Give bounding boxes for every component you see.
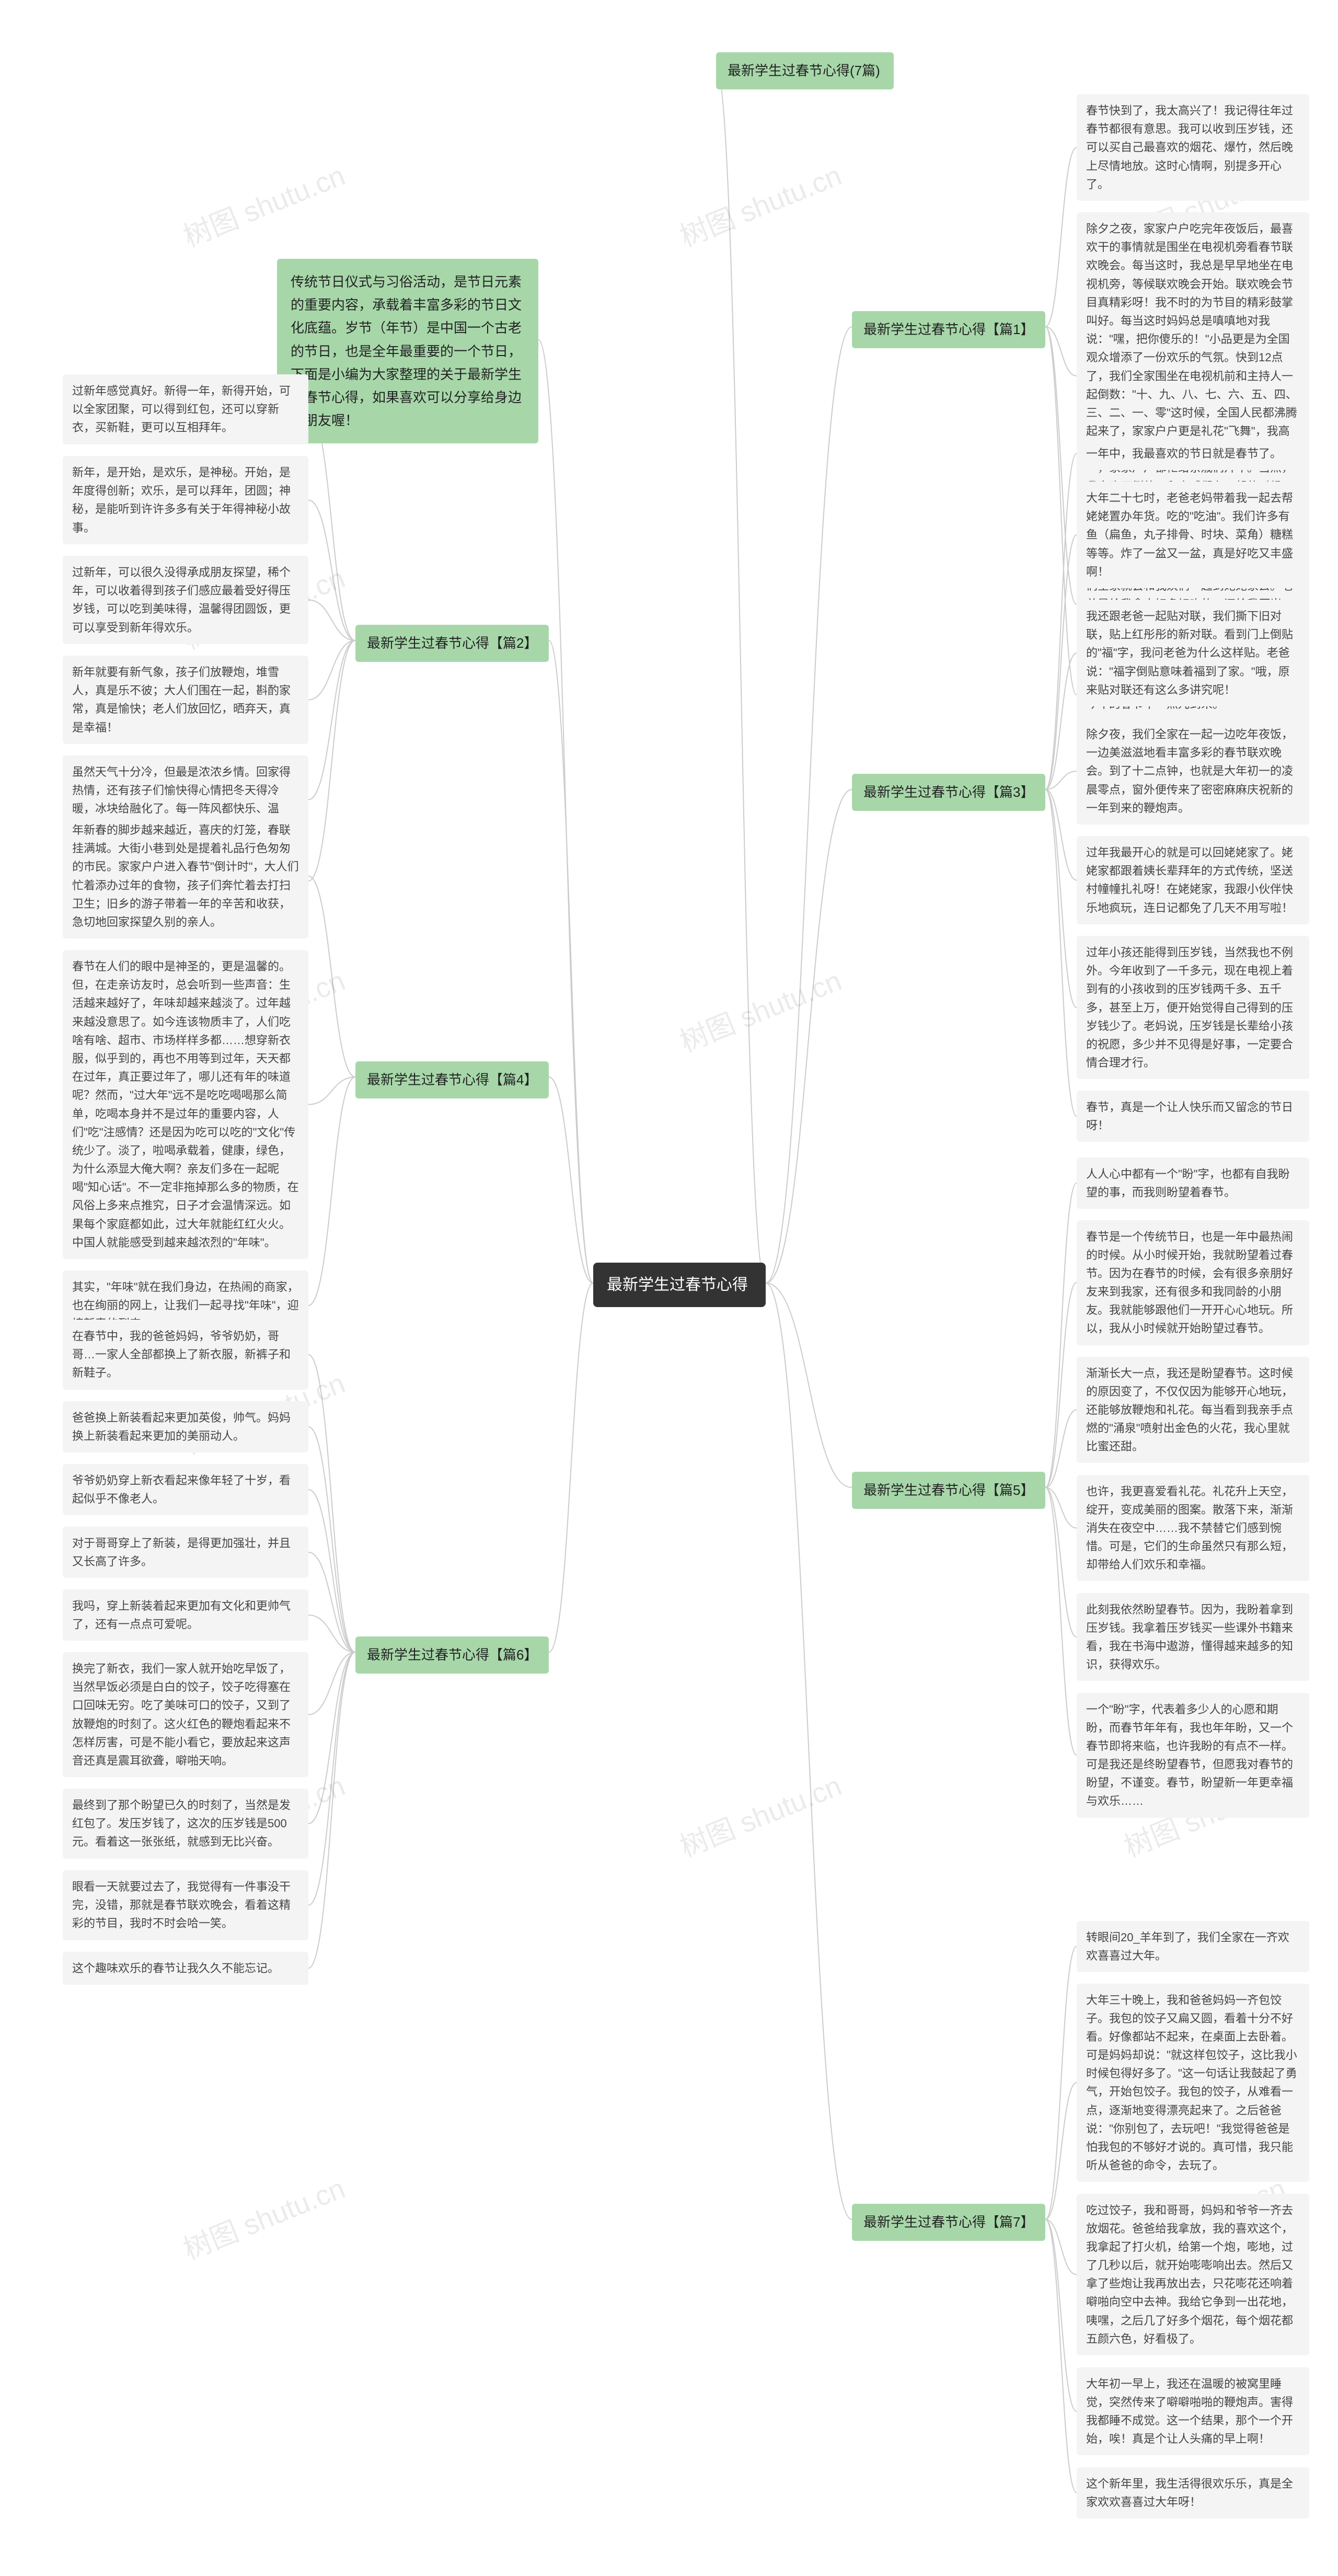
leaf-b4-0: 年新春的脚步越来越近，喜庆的灯笼，春联挂满城。大街小巷到处是提着礼品行色匆匆的市… xyxy=(63,814,308,938)
leaf-b5-3: 也许，我更喜爱看礼花。礼花升上天空，绽开，变成美丽的图案。散落下来，渐渐消失在夜… xyxy=(1077,1475,1309,1582)
leaf-b5-0: 人人心中都有一个"盼"字，也都有自我盼望的事，而我则盼望着春节。 xyxy=(1077,1158,1309,1209)
leaf-b6-3: 对于哥哥穿上了新装，是得更加强壮，并且又长高了许多。 xyxy=(63,1527,308,1578)
leaf-b3-0: 一年中，我最喜欢的节日就是春节了。 xyxy=(1077,437,1309,470)
watermark: 树图 shutu.cn xyxy=(176,153,350,255)
leaf-b4-1: 春节在人们的眼中是神圣的，更是温馨的。但，在走亲访友时，总会听到一些声音：生活越… xyxy=(63,950,308,1259)
branch-b1[interactable]: 最新学生过春节心得【篇1】 xyxy=(852,311,1045,348)
branch-b0[interactable]: 最新学生过春节心得(7篇) xyxy=(716,52,894,89)
leaf-b7-0: 转眼间20_羊年到了，我们全家在一齐欢欢喜喜过大年。 xyxy=(1077,1921,1309,1972)
leaf-b6-8: 这个趣味欢乐的春节让我久久不能忘记。 xyxy=(63,1952,308,1985)
leaf-b3-4: 过年我最开心的就是可以回姥姥家了。姥姥家都跟着姨长辈拜年的方式传统，坚送村幢幢扎… xyxy=(1077,836,1309,924)
watermark: 树图 shutu.cn xyxy=(673,153,847,255)
leaf-b3-1: 大年二十七时，老爸老妈带着我一起去帮姥姥置办年货。吃的"吃油"。我们许多有鱼（扁… xyxy=(1077,482,1309,588)
branch-b5[interactable]: 最新学生过春节心得【篇5】 xyxy=(852,1472,1045,1509)
branch-b3[interactable]: 最新学生过春节心得【篇3】 xyxy=(852,774,1045,811)
leaf-b6-1: 爸爸换上新装看起来更加英俊，帅气。妈妈换上新装看起来更加的美丽动人。 xyxy=(63,1401,308,1452)
leaf-b5-5: 一个"盼"字，代表着多少人的心愿和期盼，而春节年年有，我也年年盼，又一个春节即将… xyxy=(1077,1693,1309,1818)
leaf-b3-5: 过年小孩还能得到压岁钱，当然我也不例外。今年收到了一千多元，现在电视上着到有的小… xyxy=(1077,936,1309,1079)
leaf-b7-3: 大年初一早上，我还在温暖的被窝里睡觉，突然传来了噼噼啪啪的鞭炮声。害得我都睡不成… xyxy=(1077,2367,1309,2456)
leaf-b2-0: 过新年感觉真好。新得一年，新得开始，可以全家团聚，可以得到红包，还可以穿新衣，买… xyxy=(63,374,308,444)
leaf-b1-0: 春节快到了，我太高兴了！我记得往年过春节都很有意思。我可以收到压岁钱，还可以买自… xyxy=(1077,94,1309,201)
intro-block: 传统节日仪式与习俗活动，是节日元素的重要内容，承载着丰富多彩的节日文化底蕴。岁节… xyxy=(277,259,538,443)
leaf-b6-5: 换完了新衣，我们一家人就开始吃早饭了，当然早饭必须是白白的饺子，饺子吃得塞在口回… xyxy=(63,1652,308,1777)
leaf-b2-2: 过新年，可以很久没得承成朋友探望，稀个年，可以收着得到孩子们感应最着受好得压岁钱… xyxy=(63,556,308,644)
watermark: 树图 shutu.cn xyxy=(673,958,847,1060)
leaf-b2-3: 新年就要有新气象，孩子们放鞭炮，堆雪人，真是乐不彼；大人们围在一起，斟酌家常，真… xyxy=(63,656,308,744)
leaf-b7-2: 吃过饺子，我和哥哥，妈妈和爷爷一齐去放烟花。爸爸给我拿放，我的喜欢这个，我拿起了… xyxy=(1077,2194,1309,2356)
leaf-b6-2: 爷爷奶奶穿上新衣看起来像年轻了十岁，看起似乎不像老人。 xyxy=(63,1464,308,1515)
watermark: 树图 shutu.cn xyxy=(673,1763,847,1865)
branch-b4[interactable]: 最新学生过春节心得【篇4】 xyxy=(355,1061,549,1098)
root-node[interactable]: 最新学生过春节心得 xyxy=(593,1263,766,1307)
leaf-b7-4: 这个新年里，我生活得很欢乐乐，真是全家欢欢喜喜过大年呀！ xyxy=(1077,2467,1309,2518)
mindmap-canvas: 树图 shutu.cn 树图 shutu.cn 树图 shutu.cn 树图 shut… xyxy=(0,0,1338,2576)
leaf-b3-2: 我还跟老爸一起贴对联，我们撕下旧对联，贴上红彤彤的新对联。看到门上倒贴的"福"字… xyxy=(1077,600,1309,706)
branch-b7[interactable]: 最新学生过春节心得【篇7】 xyxy=(852,2204,1045,2241)
leaf-b6-6: 最终到了那个盼望已久的时刻了，当然是发红包了。发压岁钱了，这次的压岁钱是500元… xyxy=(63,1789,308,1859)
leaf-b5-1: 春节是一个传统节日，也是一年中最热闹的时候。从小时候开始，我就盼望着过春节。因为… xyxy=(1077,1220,1309,1345)
leaf-b6-0: 在春节中，我的爸爸妈妈，爷爷奶奶，哥哥…一家人全部都换上了新衣服，新裤子和新鞋子… xyxy=(63,1320,308,1390)
leaf-b2-1: 新年，是开始，是欢乐，是神秘。开始，是年度得创新；欢乐，是可以拜年，团圆；神秘，… xyxy=(63,456,308,544)
branch-b2[interactable]: 最新学生过春节心得【篇2】 xyxy=(355,625,549,662)
leaf-b3-6: 春节，真是一个让人快乐而又留念的节日呀！ xyxy=(1077,1091,1309,1142)
leaf-b6-4: 我吗，穿上新装着起来更加有文化和更帅气了，还有一点点可爱呢。 xyxy=(63,1589,308,1641)
leaf-b5-4: 此刻我依然盼望春节。因为，我盼着拿到压岁钱。我拿着压岁钱买一些课外书籍来看，我在… xyxy=(1077,1593,1309,1681)
watermark: 树图 shutu.cn xyxy=(176,2166,350,2268)
leaf-b3-3: 除夕夜，我们全家在一起一边吃年夜饭，一边美滋滋地看丰富多彩的春节联欢晚会。到了十… xyxy=(1077,718,1309,825)
branch-b6[interactable]: 最新学生过春节心得【篇6】 xyxy=(355,1636,549,1674)
leaf-b7-1: 大年三十晚上，我和爸爸妈妈一齐包饺子。我包的饺子又扁又圆，看着十分不好看。好像都… xyxy=(1077,1984,1309,2182)
leaf-b6-7: 眼看一天就要过去了，我觉得有一件事没干完，没错，那就是春节联欢晚会，看着这精彩的… xyxy=(63,1870,308,1940)
leaf-b5-2: 渐渐长大一点，我还是盼望春节。这时候的原因变了，不仅仅因为能够开心地玩，还能够放… xyxy=(1077,1357,1309,1463)
